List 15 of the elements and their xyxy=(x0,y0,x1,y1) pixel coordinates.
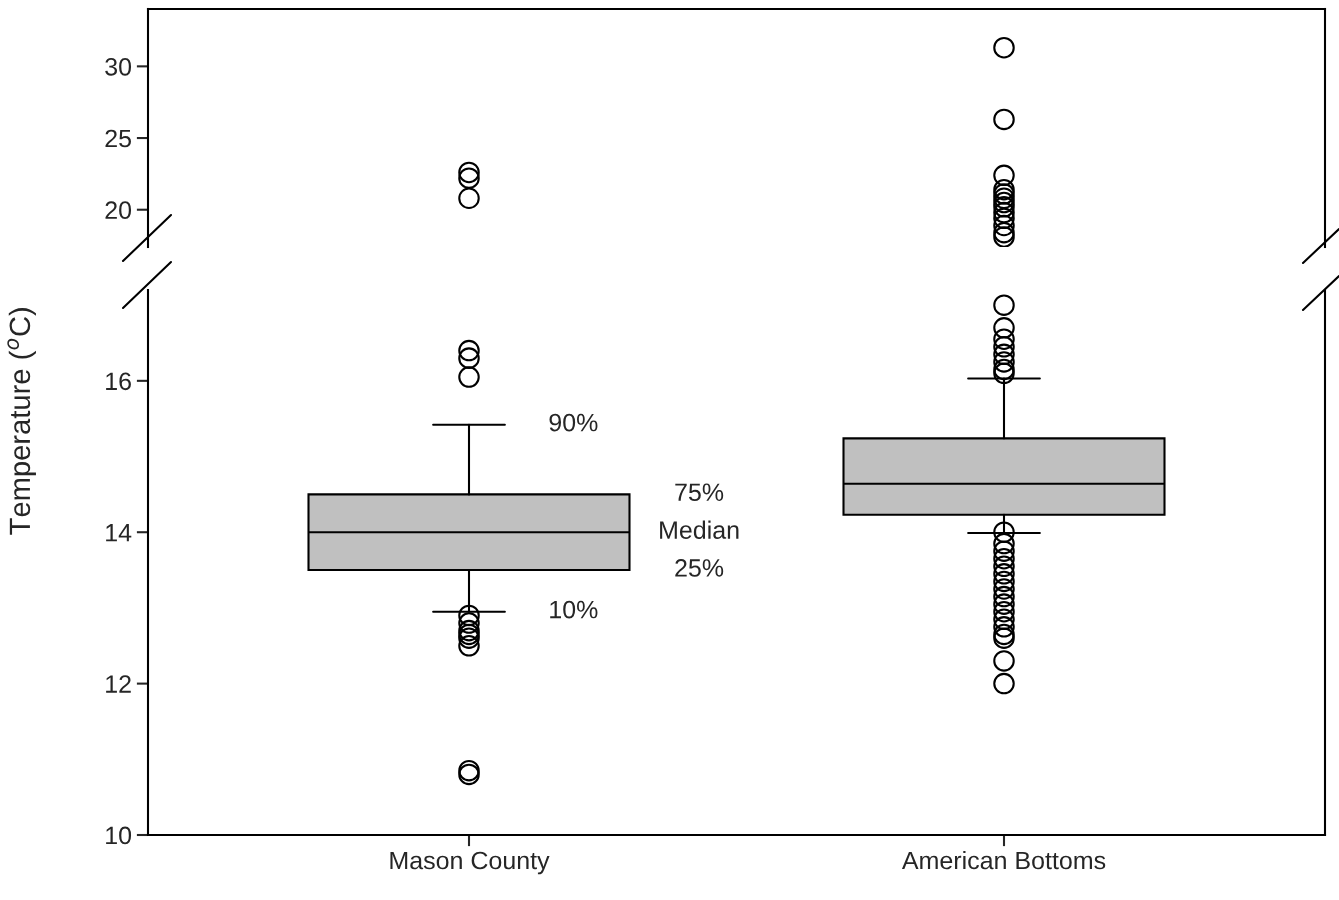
annotation: 75% xyxy=(675,483,724,502)
y-tick-label: 20 xyxy=(105,201,132,220)
x-tick-label: American Bottoms xyxy=(901,850,1106,870)
annotation: Median xyxy=(660,520,739,539)
y-tick-label: 30 xyxy=(105,57,132,76)
y-tick-label: 12 xyxy=(106,675,131,693)
y-tick-label: 10 xyxy=(106,826,132,845)
y-tick-label: 14 xyxy=(106,524,132,542)
y-axis-title: Temperature ($^{o}$C) xyxy=(7,308,36,535)
y-tick-label: 25 xyxy=(105,129,131,148)
y-tick-label: 16 xyxy=(106,372,131,391)
x-tick-label: Mason County xyxy=(390,851,550,875)
annotation: 25% xyxy=(675,559,724,577)
annotation: 90% xyxy=(549,413,598,432)
annotation: 10% xyxy=(550,600,598,619)
